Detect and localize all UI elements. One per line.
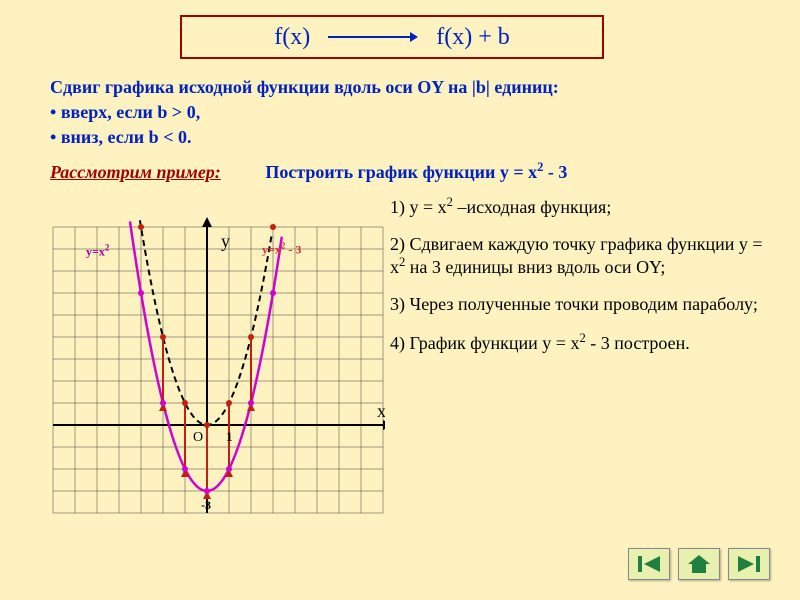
arrow-icon (328, 30, 418, 44)
svg-text:-3: -3 (201, 498, 211, 512)
example-task: Построить график функции y = x2 - 3 (265, 162, 567, 182)
nav-buttons (628, 548, 770, 580)
svg-text:y=x2: y=x2 (86, 243, 110, 259)
svg-text:y: y (221, 231, 230, 251)
rule-block: Сдвиг графика исходной функции вдоль оси… (50, 75, 750, 151)
svg-text:O: O (193, 430, 203, 445)
svg-text:x: x (377, 401, 385, 421)
formula-right: f(x) + b (436, 24, 510, 51)
svg-text:y=x2 - 3: y=x2 - 3 (262, 240, 301, 256)
steps-block: 1) y = x2 –исходная функция; 2) Сдвигаем… (390, 195, 770, 370)
svg-text:1: 1 (226, 429, 233, 444)
step-2: 2) Сдвигаем каждую точку графика функции… (390, 234, 770, 278)
formula-left: f(x) (274, 24, 310, 51)
step-4: 4) График функции y = x2 - 3 построен. (390, 331, 770, 354)
rule-main: Сдвиг графика исходной функции вдоль оси… (50, 75, 750, 100)
step-1: 1) y = x2 –исходная функция; (390, 195, 770, 218)
formula-box: f(x) f(x) + b (180, 15, 604, 59)
chart: y x O 1 -3 y=x2 y=x2 - 3 (45, 195, 385, 535)
nav-prev-button[interactable] (628, 548, 670, 580)
example-label: Рассмотрим пример: (50, 162, 221, 182)
rule-down: • вниз, если b < 0. (50, 125, 750, 150)
step-3: 3) Через полученные точки проводим параб… (390, 294, 770, 315)
example-line: Рассмотрим пример: Построить график функ… (50, 160, 567, 183)
nav-next-button[interactable] (728, 548, 770, 580)
rule-up: • вверх, если b > 0, (50, 100, 750, 125)
nav-home-button[interactable] (678, 548, 720, 580)
